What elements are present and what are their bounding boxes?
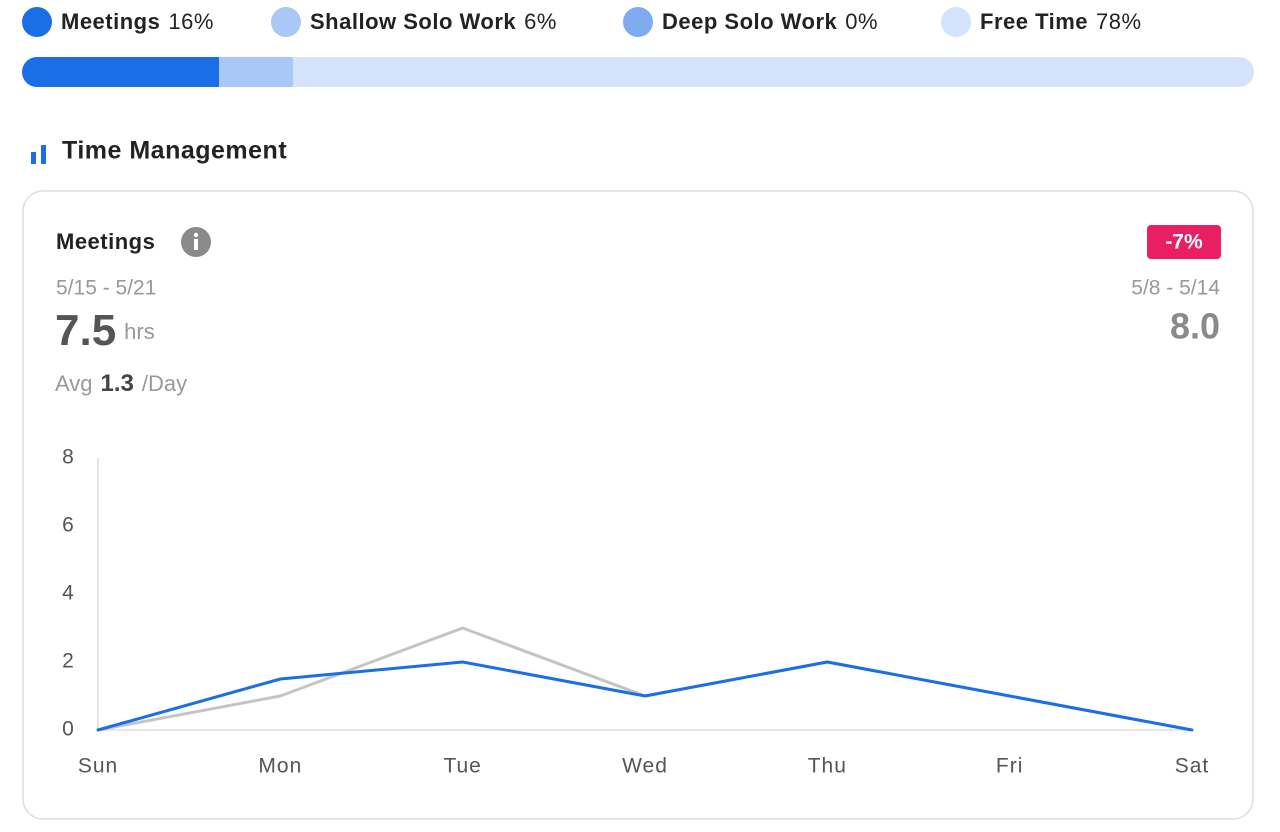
y-tick-label: 4: [62, 582, 74, 605]
legend-name: Meetings: [61, 9, 160, 34]
legend-value: 0%: [845, 9, 878, 34]
legend-value: 6%: [524, 9, 557, 34]
legend-name: Free Time: [980, 9, 1088, 34]
line-chart: 0 2 4 6 8 Sun Mon Tue Wed Thu Fri Sat: [62, 446, 1210, 778]
info-dot: [193, 232, 199, 238]
x-tick-label: Mon: [258, 755, 302, 778]
y-tick-label: 8: [62, 446, 74, 469]
previous-value: 8.0: [1170, 306, 1220, 347]
avg-unit: /Day: [142, 371, 187, 396]
info-icon[interactable]: [181, 227, 211, 257]
legend-swatch: [623, 7, 653, 37]
current-total: 7.5 hrs: [55, 306, 155, 355]
info-stem: [194, 239, 198, 250]
legend-entry: Shallow Solo Work 6%: [310, 9, 557, 34]
avg-value: 1.3: [101, 370, 134, 397]
x-tick-label: Wed: [622, 755, 668, 778]
legend-swatch: [271, 7, 301, 37]
change-value: -7%: [1165, 231, 1203, 254]
y-tick-label: 0: [62, 718, 74, 741]
x-tick-label: Tue: [443, 755, 481, 778]
section-icon: [31, 152, 36, 164]
legend-swatch: [941, 7, 971, 37]
legend-swatch: [22, 7, 52, 37]
current-value: 7.5: [55, 306, 116, 355]
x-tick-label: Fri: [996, 755, 1024, 778]
average: Avg 1.3/Day: [55, 370, 187, 397]
legend-name: Deep Solo Work: [662, 9, 838, 34]
y-tick-label: 6: [62, 514, 74, 537]
section-title: Time Management: [62, 137, 287, 165]
y-tick-label: 2: [62, 650, 74, 673]
avg-label: Avg: [55, 371, 93, 396]
section-icon: [41, 145, 46, 164]
legend-entry: Deep Solo Work 0%: [662, 9, 878, 34]
x-tick-label: Thu: [808, 755, 847, 778]
stacked-bar: [22, 57, 1254, 87]
legend-value: 16%: [168, 9, 214, 34]
bar-segment: [219, 57, 294, 87]
legend-name: Shallow Solo Work: [310, 9, 516, 34]
legend-entry: Free Time 78%: [980, 9, 1142, 34]
change-badge: [1147, 225, 1221, 259]
card: [22, 190, 1254, 820]
previous-range: 5/8 - 5/14: [1131, 277, 1220, 300]
bar-segment: [22, 57, 220, 87]
legend: Meetings 16% Shallow Solo Work 6% Deep Solo …: [22, 7, 1142, 37]
bar-segment: [293, 57, 1254, 87]
current-range: 5/15 - 5/21: [56, 277, 156, 300]
card-title: Meetings: [56, 229, 155, 254]
current-unit: hrs: [124, 319, 155, 344]
legend-entry: Meetings 16%: [61, 9, 214, 34]
line-series: [96, 660, 1194, 732]
x-tick-label: Sun: [78, 755, 118, 778]
legend-value: 78%: [1096, 9, 1142, 34]
x-tick-label: Sat: [1175, 755, 1210, 778]
